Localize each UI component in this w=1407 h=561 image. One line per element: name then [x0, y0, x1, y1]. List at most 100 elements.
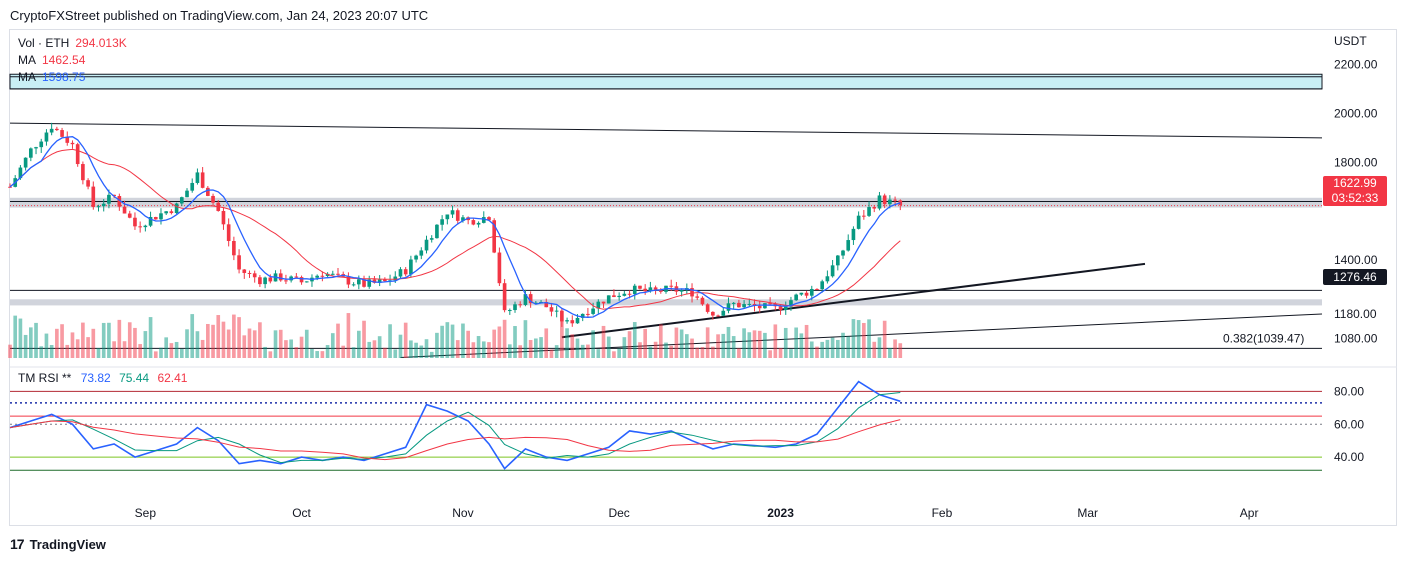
volume-bar	[560, 321, 564, 358]
volume-bar	[49, 345, 54, 358]
candle-body	[8, 186, 12, 188]
legend-rsi: TM RSI ** 73.82 75.44 62.41	[18, 371, 188, 385]
volume-bar	[330, 333, 335, 358]
candle-body	[809, 288, 814, 296]
candle-body	[372, 279, 377, 283]
rsi-value-3: 62.41	[157, 371, 188, 385]
volume-bar	[794, 327, 798, 358]
candle-body	[518, 304, 523, 306]
candle-body	[799, 292, 804, 295]
candle-body	[117, 196, 122, 207]
volume-bar	[429, 351, 434, 358]
candle-body	[549, 307, 554, 312]
volume-bar	[70, 332, 75, 358]
rsi-axis-tick: 60.00	[1334, 417, 1364, 431]
volume-bar	[763, 332, 767, 358]
volume-bar	[289, 339, 293, 358]
candle-body	[320, 275, 325, 277]
current-price: 1622.99	[1333, 176, 1377, 190]
volume-bar	[591, 330, 595, 358]
volume-bar	[185, 329, 189, 358]
volume-bar	[783, 327, 788, 358]
volume-bar	[888, 347, 892, 358]
legend-volume: Vol · ETH 294.013K	[18, 36, 127, 50]
candle-body	[825, 276, 830, 282]
volume-bar	[658, 324, 663, 358]
volume-bar	[466, 330, 470, 358]
candles-group	[8, 122, 903, 327]
time-axis-tick: Oct	[292, 506, 311, 520]
volume-bar	[835, 339, 840, 358]
candle-body	[565, 320, 569, 322]
volume-bar	[643, 328, 647, 358]
volume-bar	[830, 337, 835, 358]
candle-body	[258, 277, 262, 285]
brand-label: TradingView	[29, 536, 106, 552]
candle-body	[55, 128, 59, 131]
volume-bar	[580, 344, 585, 358]
candle-body	[627, 293, 632, 295]
volume-bar	[294, 347, 299, 358]
candle-body	[81, 164, 85, 181]
candle-body	[695, 296, 700, 298]
candle-body	[226, 224, 231, 241]
volume-bar	[695, 347, 700, 358]
volume-bar	[273, 330, 278, 358]
ma-2-value: 1598.75	[42, 70, 86, 84]
volume-bar	[815, 346, 819, 358]
ma-line-slow	[9, 148, 901, 310]
candle-body	[794, 294, 798, 301]
candle-body	[122, 206, 127, 214]
tradingview-branding[interactable]: 17 TradingView	[10, 536, 106, 552]
candle-body	[159, 213, 163, 220]
fib-level-label: 0.382(1039.47)	[1223, 331, 1304, 345]
candle-body	[554, 310, 559, 312]
volume-bar	[44, 333, 49, 358]
volume-bar	[424, 339, 429, 358]
volume-bar	[414, 342, 418, 358]
volume-bar	[268, 351, 273, 358]
volume-bar	[226, 329, 231, 358]
volume-bar	[29, 327, 33, 358]
volume-bar	[846, 336, 851, 358]
volume-bar	[809, 341, 814, 358]
candle-countdown: 03:52:33	[1331, 191, 1379, 205]
candle-body	[44, 132, 49, 142]
candle-body	[747, 303, 752, 305]
volume-bar	[179, 348, 184, 358]
candle-body	[820, 281, 825, 290]
volume-value: 294.013K	[75, 36, 127, 50]
candle-body	[570, 320, 575, 324]
rsi-axis-tick: 40.00	[1334, 450, 1364, 464]
volume-bar	[877, 337, 882, 358]
volume-bar	[575, 338, 580, 358]
rsi-line	[9, 380, 901, 470]
time-axis-tick: Dec	[608, 506, 629, 520]
volume-bar	[622, 337, 627, 358]
candle-body	[622, 293, 627, 296]
volume-group	[8, 313, 903, 358]
time-axis-tick: 2023	[767, 506, 794, 520]
candle-body	[830, 265, 835, 277]
candle-body	[507, 310, 512, 312]
candle-body	[409, 259, 413, 275]
rsi-value-1: 73.82	[80, 371, 111, 385]
candle-body	[23, 157, 28, 168]
candle-body	[294, 276, 299, 278]
candle-body	[606, 295, 611, 304]
candle-body	[252, 273, 257, 278]
candle-body	[49, 128, 54, 133]
candle-body	[133, 217, 137, 227]
support-band-lower	[10, 299, 1322, 306]
volume-bar	[752, 330, 757, 358]
volume-bar	[742, 328, 746, 358]
volume-bar	[133, 327, 137, 358]
volume-bar	[487, 342, 491, 358]
candle-body	[841, 250, 845, 256]
candle-body	[445, 214, 450, 220]
volume-bar	[450, 324, 455, 358]
candle-body	[716, 315, 720, 317]
volume-bar	[232, 314, 236, 358]
candle-body	[195, 172, 200, 183]
